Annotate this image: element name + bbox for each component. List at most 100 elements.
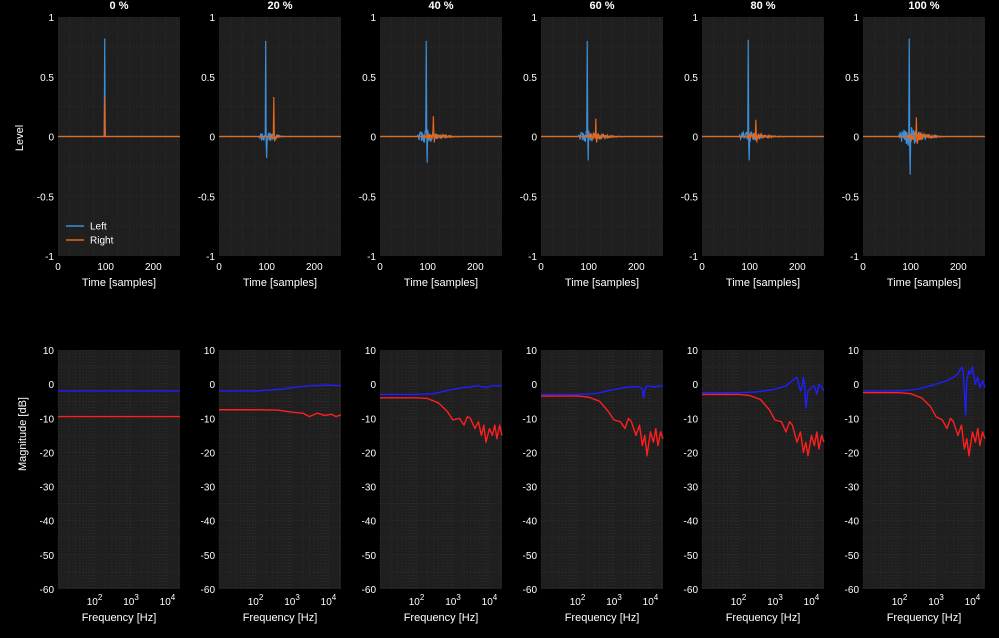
magnitude-ytick-label: -60 — [523, 585, 538, 596]
impulse-xtick-label: 0 — [699, 262, 705, 273]
impulse-ytick-label: 1 — [209, 13, 215, 24]
impulse-series-right — [863, 117, 985, 144]
magnitude-ytick-label: -30 — [684, 483, 699, 494]
impulse-xtick-label: 0 — [538, 262, 544, 273]
magnitude-ytick-label: 10 — [43, 346, 55, 357]
impulse-xlabel: Time [samples] — [404, 277, 478, 289]
magnitude-ytick-label: -40 — [362, 517, 377, 528]
magnitude-xlabel: Frequency [Hz] — [565, 612, 640, 624]
magnitude-ytick-label: -60 — [845, 585, 860, 596]
impulse-ytick-label: 1 — [853, 13, 859, 24]
impulse-xlabel: Time [samples] — [565, 277, 639, 289]
legend-label-right: Right — [90, 236, 114, 247]
magnitude-xlabel: Frequency [Hz] — [82, 612, 157, 624]
impulse-panel-5: -1 -0.5 0 0.5 1 0 100 200 Time [samples] — [842, 13, 985, 289]
impulse-ytick-label: 0 — [692, 133, 698, 144]
impulse-ytick-label: -0.5 — [520, 192, 538, 203]
magnitude-series-left — [219, 384, 342, 392]
magnitude-ytick-label: -20 — [684, 448, 699, 459]
magnitude-ytick-label: 0 — [531, 380, 537, 391]
impulse-xtick-label: 100 — [419, 262, 436, 273]
impulse-series-right — [541, 118, 663, 143]
panel-title-4: 80 % — [750, 0, 775, 12]
magnitude-ytick-label: -40 — [40, 517, 55, 528]
impulse-ytick-label: 0.5 — [684, 73, 698, 84]
impulse-xtick-label: 0 — [860, 262, 866, 273]
row-y-labels: Level Magnitude [dB] — [14, 125, 29, 471]
magnitude-xtick-label: 104 — [160, 593, 176, 608]
impulse-ytick-label: 0.5 — [523, 73, 537, 84]
impulse-ytick-label: 0.5 — [40, 73, 54, 84]
magnitude-ytick-label: -30 — [40, 483, 55, 494]
magnitude-ytick-label: -40 — [684, 517, 699, 528]
impulse-ytick-label: 0 — [853, 133, 859, 144]
impulse-ytick-label: -1 — [206, 252, 215, 263]
magnitude-xtick-label: 102 — [731, 593, 747, 608]
impulse-xlabel: Time [samples] — [887, 277, 961, 289]
magnitude-ytick-label: -10 — [362, 414, 377, 425]
impulse-xtick-label: 100 — [580, 262, 597, 273]
magnitude-panel-5: 10 0 -10 -20 -30 -40 -50 -60 102 103 104Frequency … — [845, 346, 986, 624]
impulse-xtick-label: 200 — [145, 262, 162, 273]
magnitude-series-right — [702, 393, 825, 457]
impulse-xtick-label: 100 — [741, 262, 758, 273]
magnitude-ytick-label: -20 — [362, 448, 377, 459]
magnitude-ytick-label: -50 — [40, 551, 55, 562]
magnitude-xtick-label: 103 — [767, 593, 783, 608]
impulse-xtick-label: 0 — [55, 262, 61, 273]
impulse-ylabel: Level — [14, 125, 26, 151]
magnitude-ytick-label: -20 — [845, 448, 860, 459]
magnitude-ytick-label: -10 — [201, 414, 216, 425]
impulse-ytick-label: 1 — [531, 13, 537, 24]
impulse-panel-4: -1 -0.5 0 0.5 1 0 100 200 Time [samples] — [681, 13, 824, 289]
impulse-ytick-label: 0 — [531, 133, 537, 144]
magnitude-ytick-label: -20 — [40, 448, 55, 459]
impulse-series-right — [702, 119, 824, 143]
magnitude-ytick-label: -40 — [845, 517, 860, 528]
magnitude-ytick-label: 0 — [853, 380, 859, 391]
impulse-ytick-label: 1 — [692, 13, 698, 24]
impulse-ytick-label: 0 — [209, 133, 215, 144]
magnitude-ytick-label: -10 — [523, 414, 538, 425]
impulse-xlabel: Time [samples] — [243, 277, 317, 289]
magnitude-xtick-label: 103 — [445, 593, 461, 608]
magnitude-ytick-label: -30 — [201, 483, 216, 494]
impulse-ytick-label: -0.5 — [198, 192, 216, 203]
impulse-xtick-label: 100 — [97, 262, 114, 273]
magnitude-ytick-label: -40 — [523, 517, 538, 528]
magnitude-ytick-label: -50 — [201, 551, 216, 562]
magnitude-series-right — [863, 391, 986, 457]
magnitude-xtick-label: 103 — [606, 593, 622, 608]
magnitude-xtick-label: 102 — [409, 593, 425, 608]
magnitude-xtick-label: 102 — [248, 593, 264, 608]
magnitude-ytick-label: -30 — [523, 483, 538, 494]
impulse-xtick-label: 100 — [902, 262, 919, 273]
magnitude-ytick-label: -30 — [845, 483, 860, 494]
impulse-series-right — [219, 97, 341, 142]
magnitude-ytick-label: 10 — [848, 346, 860, 357]
magnitude-xlabel: Frequency [Hz] — [243, 612, 318, 624]
impulse-xtick-label: 200 — [467, 262, 484, 273]
magnitude-panel-1: 10 0 -10 -20 -30 -40 -50 -60 102 103 104Frequency … — [201, 346, 342, 624]
magnitude-xtick-label: 102 — [570, 593, 586, 608]
impulse-ytick-label: 0.5 — [845, 73, 859, 84]
magnitude-series-right — [219, 409, 342, 418]
magnitude-series-left — [380, 385, 502, 396]
impulse-xtick-label: 200 — [628, 262, 645, 273]
magnitude-xtick-label: 103 — [928, 593, 944, 608]
magnitude-xtick-label: 103 — [284, 593, 300, 608]
magnitude-ytick-label: 10 — [687, 346, 699, 357]
magnitude-ytick-label: -50 — [523, 551, 538, 562]
impulse-xtick-label: 100 — [258, 262, 275, 273]
magnitude-ytick-label: 10 — [526, 346, 538, 357]
impulse-xtick-label: 0 — [216, 262, 222, 273]
magnitude-panel-3: 10 0 -10 -20 -30 -40 -50 -60 102 103 104Frequency … — [523, 346, 664, 624]
impulse-ytick-label: -1 — [367, 252, 376, 263]
magnitude-xtick-label: 102 — [87, 593, 103, 608]
impulse-ytick-label: -0.5 — [842, 192, 860, 203]
magnitude-series-left — [702, 376, 825, 409]
impulse-xtick-label: 200 — [306, 262, 323, 273]
magnitude-xtick-label: 104 — [804, 593, 820, 608]
magnitude-xlabel: Frequency [Hz] — [726, 612, 801, 624]
